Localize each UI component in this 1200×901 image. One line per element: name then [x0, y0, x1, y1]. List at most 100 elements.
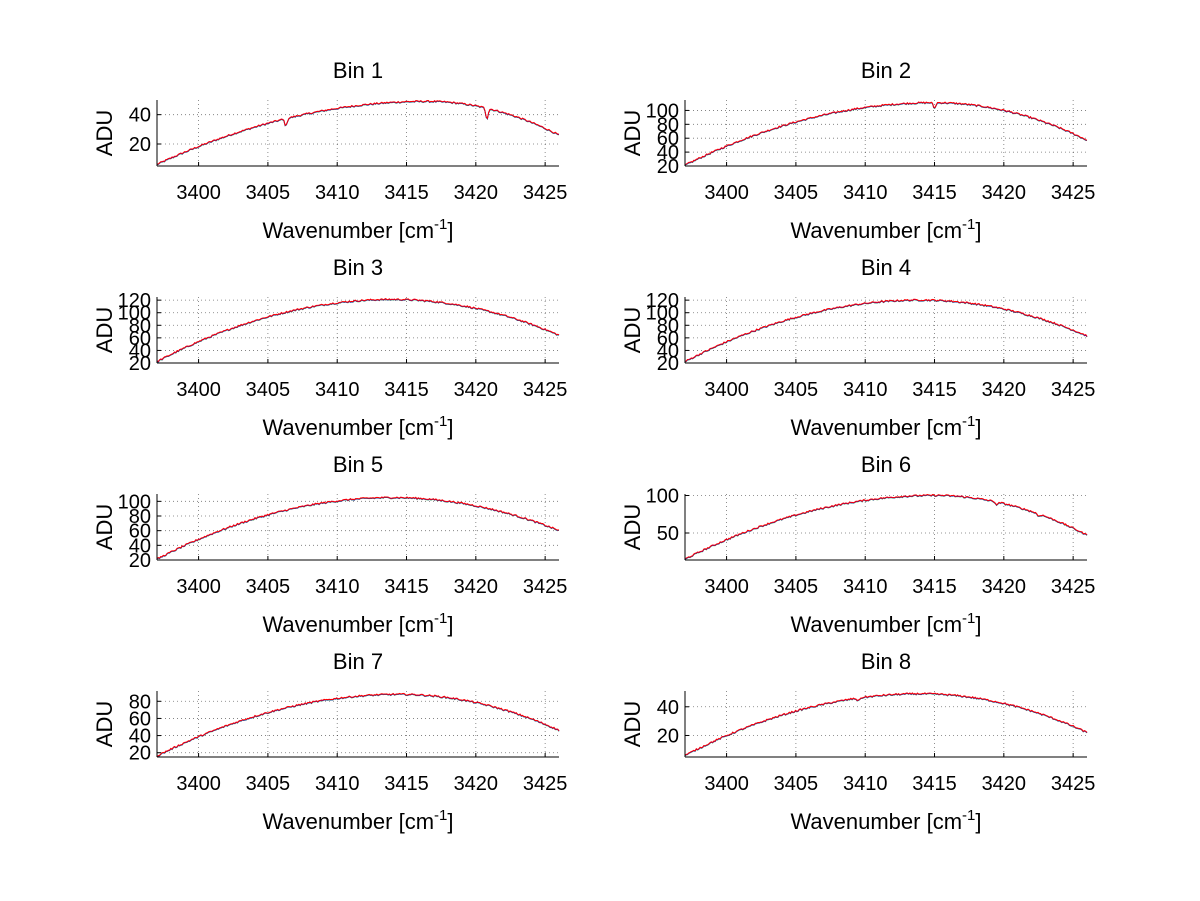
x-tick-label: 3425	[1051, 576, 1096, 598]
series-line-2	[684, 298, 1088, 363]
x-tick-label: 3405	[774, 576, 819, 598]
x-tick-label: 3415	[384, 773, 429, 795]
y-tick-label: 80	[657, 114, 679, 136]
subplot-title: Bin 5	[333, 452, 383, 477]
x-tick-label: 3400	[176, 576, 221, 598]
y-tick-label: 60	[129, 521, 151, 543]
x-tick-label: 3410	[315, 576, 360, 598]
y-axis-label: ADU	[620, 307, 645, 353]
series-line-3	[684, 692, 1088, 756]
x-tick-label: 3425	[523, 182, 568, 204]
y-tick-label: 60	[129, 708, 151, 730]
x-tick-label: 3405	[246, 576, 291, 598]
x-tick-label: 3410	[843, 182, 888, 204]
x-tick-label: 3405	[246, 182, 291, 204]
subplot-title: Bin 4	[861, 255, 911, 280]
series-line-2	[156, 298, 560, 363]
x-tick-label: 3420	[982, 182, 1027, 204]
x-tick-label: 3405	[774, 379, 819, 401]
series-line-2	[156, 693, 560, 758]
y-tick-label: 40	[129, 340, 151, 362]
x-axis-label: Wavenumber [cm-1]	[262, 807, 453, 834]
y-tick-label: 80	[129, 691, 151, 713]
x-tick-label: 3420	[454, 182, 499, 204]
y-tick-label: 100	[646, 303, 679, 325]
series-line-3	[156, 297, 560, 363]
x-tick-label: 3400	[176, 182, 221, 204]
x-tick-label: 3410	[315, 379, 360, 401]
x-tick-label: 3425	[523, 773, 568, 795]
x-tick-label: 3405	[246, 379, 291, 401]
series-line-2	[684, 101, 1088, 166]
x-tick-label: 3415	[912, 182, 957, 204]
series-line-3	[156, 496, 560, 559]
subplot-title: Bin 2	[861, 58, 911, 83]
y-axis-label: ADU	[620, 701, 645, 747]
subplot-title: Bin 3	[333, 255, 383, 280]
series-line-1	[156, 100, 560, 166]
x-axis-label: Wavenumber [cm-1]	[790, 807, 981, 834]
y-tick-label: 120	[118, 290, 151, 312]
subplot-title: Bin 1	[333, 58, 383, 83]
x-tick-label: 3410	[843, 576, 888, 598]
series-line-3	[684, 101, 1088, 166]
y-tick-label: 40	[657, 142, 679, 164]
x-tick-label: 3415	[384, 182, 429, 204]
subplot-8: 3400 3405 3410 3415 3420 3425 20 40 Bin 8 Wavenum…	[620, 649, 1095, 834]
x-tick-label: 3410	[843, 379, 888, 401]
y-axis-label: ADU	[92, 701, 117, 747]
y-axis-label: ADU	[92, 504, 117, 550]
y-tick-label: 100	[118, 491, 151, 513]
x-axis-label: Wavenumber [cm-1]	[790, 610, 981, 637]
series-line-1	[156, 496, 560, 560]
x-tick-label: 3410	[315, 773, 360, 795]
y-tick-label: 40	[129, 105, 151, 127]
subplot-title: Bin 6	[861, 452, 911, 477]
y-tick-label: 80	[129, 315, 151, 337]
y-tick-label: 60	[129, 328, 151, 350]
series-line-1	[156, 693, 560, 758]
subplot-6: 3400 3405 3410 3415 3420 3425 50 100 Bin 6 Wavenu…	[620, 452, 1095, 637]
y-tick-label: 60	[657, 328, 679, 350]
y-tick-label: 40	[657, 697, 679, 719]
series-line-1	[684, 299, 1088, 363]
x-tick-label: 3420	[982, 379, 1027, 401]
y-tick-label: 20	[129, 550, 151, 572]
y-tick-label: 60	[657, 128, 679, 150]
y-tick-label: 20	[129, 743, 151, 765]
x-tick-label: 3425	[1051, 182, 1096, 204]
series-line-2	[684, 692, 1088, 757]
y-axis-label: ADU	[92, 307, 117, 353]
x-tick-label: 3415	[912, 576, 957, 598]
x-tick-label: 3415	[384, 379, 429, 401]
x-axis-label: Wavenumber [cm-1]	[262, 610, 453, 637]
subplot-title: Bin 8	[861, 649, 911, 674]
series-line-2	[156, 100, 560, 165]
x-tick-label: 3420	[982, 576, 1027, 598]
series-line-3	[156, 99, 560, 165]
y-axis-label: ADU	[620, 110, 645, 156]
y-tick-label: 40	[129, 726, 151, 748]
series-line-2	[684, 494, 1088, 560]
x-tick-label: 3400	[704, 576, 749, 598]
x-tick-label: 3400	[704, 182, 749, 204]
x-tick-label: 3420	[454, 576, 499, 598]
series-line-1	[684, 101, 1088, 166]
series-line-3	[156, 692, 560, 758]
y-tick-label: 80	[129, 506, 151, 528]
x-axis-label: Wavenumber [cm-1]	[262, 216, 453, 243]
subplot-1: 3400 3405 3410 3415 3420 3425 20 40 Bin 1 Wavenum…	[92, 58, 567, 243]
y-tick-label: 50	[657, 523, 679, 545]
series-line-1	[156, 298, 560, 363]
series-line-2	[156, 496, 560, 560]
x-tick-label: 3415	[912, 773, 957, 795]
y-tick-label: 100	[118, 303, 151, 325]
x-axis-label: Wavenumber [cm-1]	[262, 413, 453, 440]
y-tick-label: 120	[646, 290, 679, 312]
x-axis-label: Wavenumber [cm-1]	[790, 216, 981, 243]
x-tick-label: 3425	[523, 576, 568, 598]
y-tick-label: 40	[657, 340, 679, 362]
